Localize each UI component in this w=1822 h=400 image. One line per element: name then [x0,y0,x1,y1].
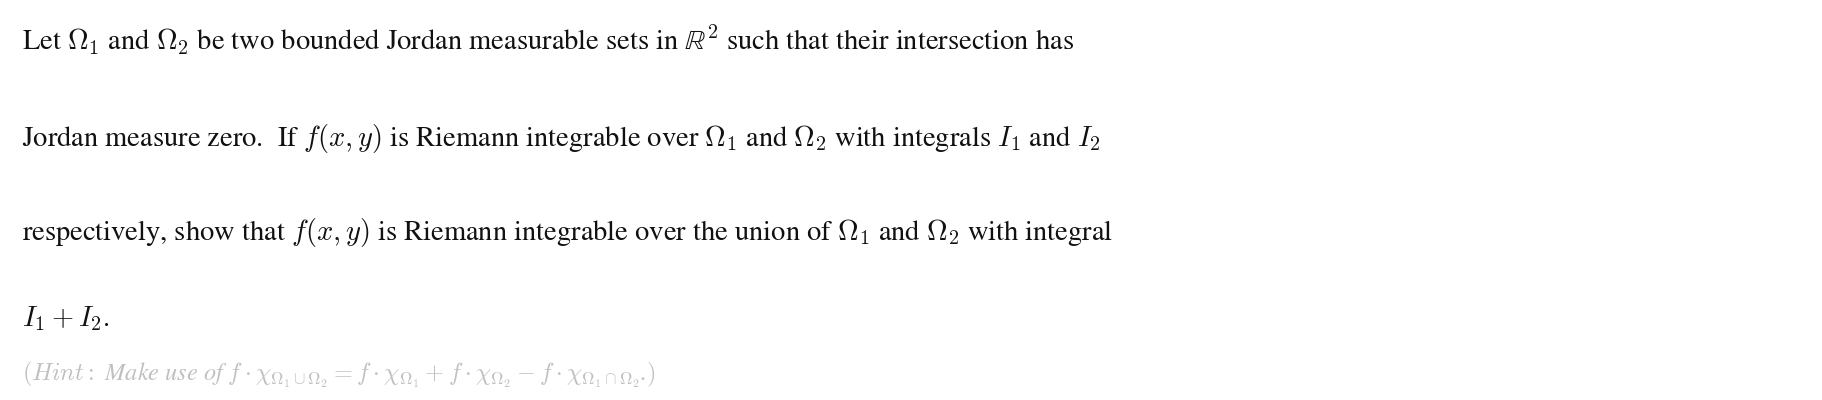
Text: respectively, show that $f(x,y)$ is Riemann integrable over the union of $\Omega: respectively, show that $f(x,y)$ is Riem… [22,216,1113,249]
Text: Let $\Omega_1$ and $\Omega_2$ be two bounded Jordan measurable sets in $\mathbb{: Let $\Omega_1$ and $\Omega_2$ be two bou… [22,23,1073,57]
Text: $I_1 + I_2$.: $I_1 + I_2$. [22,304,109,333]
Text: Jordan measure zero.  If $f(x,y)$ is Riemann integrable over $\Omega_1$ and $\Om: Jordan measure zero. If $f(x,y)$ is Riem… [22,122,1100,155]
Text: $(Hint{:}$ Make use of $f \cdot \chi_{\Omega_1 \cup \Omega_2} = f \cdot \chi_{\O: $(Hint{:}$ Make use of $f \cdot \chi_{\O… [22,360,656,390]
